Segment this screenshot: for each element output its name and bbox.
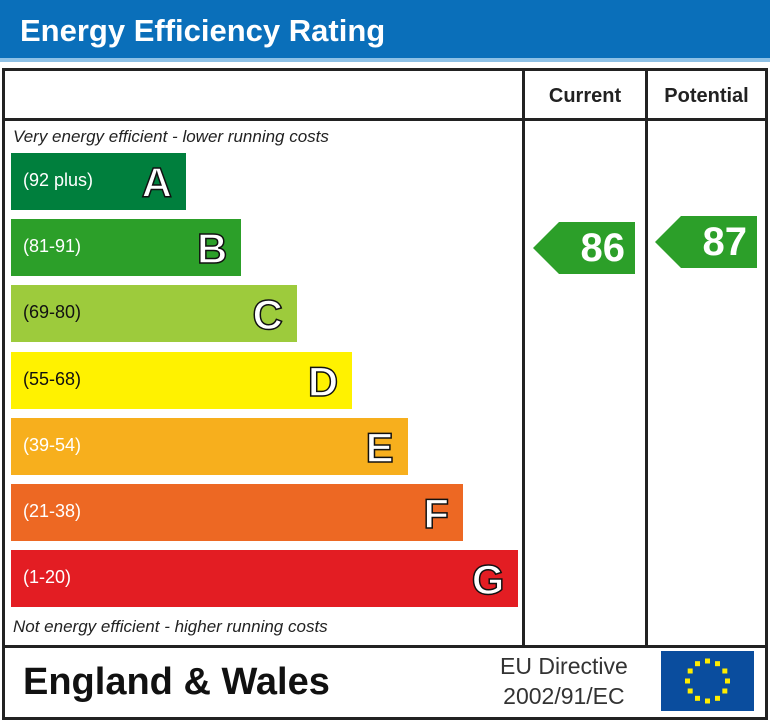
current-rating-arrow: 86	[533, 222, 635, 275]
band-b: (81-91) B	[11, 219, 242, 277]
region-label: England & Wales	[23, 661, 330, 703]
flag-star	[705, 698, 710, 704]
band-d: (55-68) D	[11, 351, 353, 409]
title-bar: Energy Efficiency Rating	[0, 0, 770, 62]
eu-directive: EU Directive 2002/91/EC	[500, 651, 628, 711]
band-a: (92 plus) A	[11, 153, 186, 210]
flag-star	[722, 668, 728, 674]
bottom-note: Not energy efficient - higher running co…	[13, 617, 328, 636]
band-letter: E	[365, 423, 395, 472]
band-e: (39-54) E	[11, 417, 408, 475]
rating-table: Current Potential Very energy efficient …	[2, 68, 768, 720]
directive-line1: EU Directive	[500, 653, 628, 679]
band-range: (1-20)	[23, 567, 72, 588]
band-range: (39-54)	[23, 434, 82, 455]
column-current: Current	[548, 85, 622, 107]
flag-star	[685, 678, 690, 684]
flag-star	[687, 668, 693, 674]
band-range: (92 plus)	[23, 170, 94, 190]
band-range: (81-91)	[23, 236, 82, 257]
directive-line2: 2002/91/EC	[503, 683, 625, 709]
band-letter: B	[196, 224, 228, 273]
band-letter: D	[307, 357, 339, 406]
flag-star	[705, 658, 710, 664]
column-divider	[645, 71, 648, 646]
flag-star	[725, 678, 730, 684]
eu-flag-icon	[661, 651, 754, 711]
band-letter: A	[141, 158, 173, 207]
flag-star	[722, 688, 728, 694]
flag-star	[687, 688, 693, 694]
potential-rating-value: 87	[702, 220, 748, 265]
band-letter: C	[252, 291, 284, 340]
band-g: (1-20) G	[11, 550, 519, 608]
current-rating-value: 86	[580, 226, 626, 271]
band-range: (21-38)	[23, 501, 82, 521]
flag-star	[715, 661, 720, 667]
band-range: (69-80)	[23, 302, 82, 323]
band-letter: G	[471, 555, 505, 604]
band-f: (21-38) F	[11, 484, 463, 541]
column-potential: Potential	[664, 85, 749, 107]
chart-title: Energy Efficiency Rating	[20, 13, 386, 48]
band-range: (55-68)	[23, 368, 82, 389]
top-note: Very energy efficient - lower running co…	[13, 127, 329, 146]
flag-star	[695, 661, 700, 667]
band-letter: F	[423, 489, 450, 538]
band-c: (69-80) C	[11, 285, 297, 343]
footer-divider	[5, 645, 765, 648]
column-divider	[522, 71, 525, 646]
flag-star	[695, 695, 700, 701]
header-divider	[5, 118, 765, 121]
flag-star	[715, 695, 720, 701]
potential-rating-arrow: 87	[655, 216, 757, 269]
